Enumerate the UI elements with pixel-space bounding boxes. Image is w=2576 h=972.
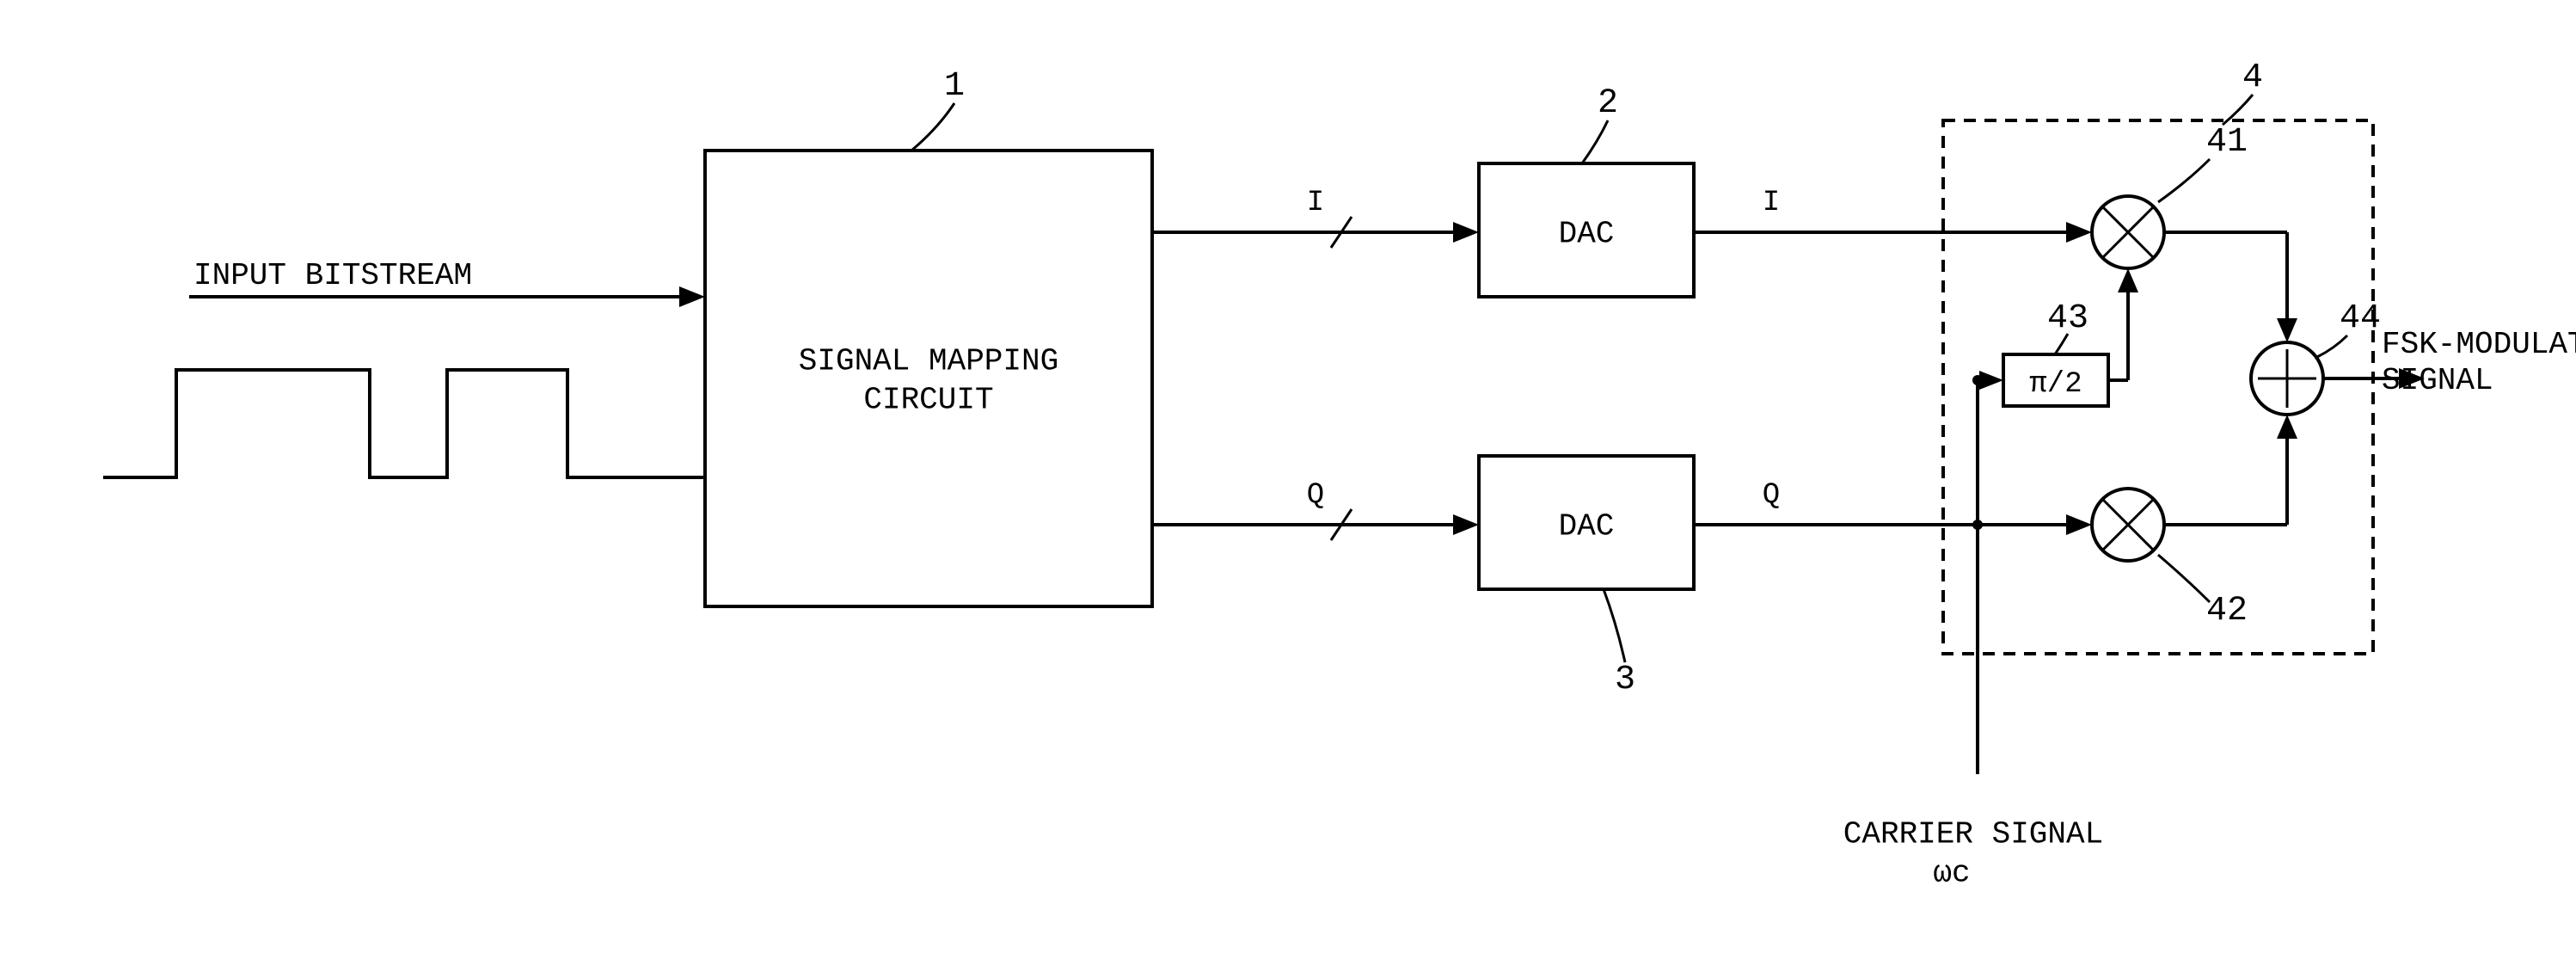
svg-text:2: 2	[1598, 84, 1618, 123]
ref-2: 2	[1582, 84, 1618, 163]
svg-text:1: 1	[944, 67, 965, 106]
carrier-signal: CARRIER SIGNAL ωc	[1843, 371, 2103, 891]
svg-text:43: 43	[2047, 299, 2088, 338]
svg-text:DAC: DAC	[1559, 509, 1615, 544]
svg-text:41: 41	[2206, 123, 2248, 162]
input-waveform	[103, 370, 705, 477]
svg-text:I: I	[1307, 187, 1324, 219]
ref-3: 3	[1604, 589, 1635, 699]
mixer-i	[2092, 196, 2164, 268]
svg-text:44: 44	[2340, 299, 2381, 338]
mixer-q-to-adder	[2164, 415, 2297, 525]
phase-shifter: π/2	[2003, 354, 2108, 406]
signal-mapping-label-2: CIRCUIT	[863, 383, 993, 418]
mixer-q	[2092, 489, 2164, 561]
adder	[2251, 342, 2323, 415]
svg-text:π/2: π/2	[2029, 368, 2082, 401]
svg-text:Q: Q	[1307, 479, 1324, 512]
ref-44: 44	[2317, 299, 2381, 357]
ref-1: 1	[911, 67, 965, 151]
fsk-modulator-diagram: INPUT BITSTREAM SIGNAL MAPPING CIRCUIT 1…	[0, 0, 2576, 972]
svg-text:ωc: ωc	[1933, 856, 1970, 891]
svg-text:Q: Q	[1763, 479, 1780, 512]
signal-mapping-label-1: SIGNAL MAPPING	[799, 344, 1058, 379]
svg-text:CARRIER SIGNAL: CARRIER SIGNAL	[1843, 817, 2103, 852]
signal-q-pre: Q	[1152, 479, 1479, 540]
svg-text:4: 4	[2242, 58, 2263, 97]
svg-text:FSK-MODULATED: FSK-MODULATED	[2382, 327, 2576, 362]
svg-text:42: 42	[2206, 592, 2248, 631]
input-bitstream-label: INPUT BITSTREAM	[193, 258, 472, 293]
ref-4: 4	[2223, 58, 2263, 125]
dac-q-block: DAC	[1479, 456, 1694, 589]
ref-41: 41	[2158, 123, 2248, 202]
signal-mapping-block: SIGNAL MAPPING CIRCUIT	[705, 151, 1152, 606]
ref-42: 42	[2158, 555, 2248, 631]
ref-43: 43	[2047, 299, 2088, 354]
signal-q-post: Q	[1694, 479, 2092, 535]
svg-text:I: I	[1763, 187, 1780, 219]
signal-i-pre: I	[1152, 187, 1479, 248]
phase-to-mixer-i	[2108, 268, 2138, 380]
svg-text:DAC: DAC	[1559, 217, 1615, 252]
mixer-i-to-adder	[2164, 232, 2297, 342]
svg-text:SIGNAL: SIGNAL	[2382, 363, 2493, 398]
modulator-group-box	[1943, 120, 2373, 654]
dac-i-block: DAC	[1479, 163, 1694, 297]
svg-text:3: 3	[1615, 661, 1635, 699]
signal-i-post: I	[1694, 187, 2092, 243]
